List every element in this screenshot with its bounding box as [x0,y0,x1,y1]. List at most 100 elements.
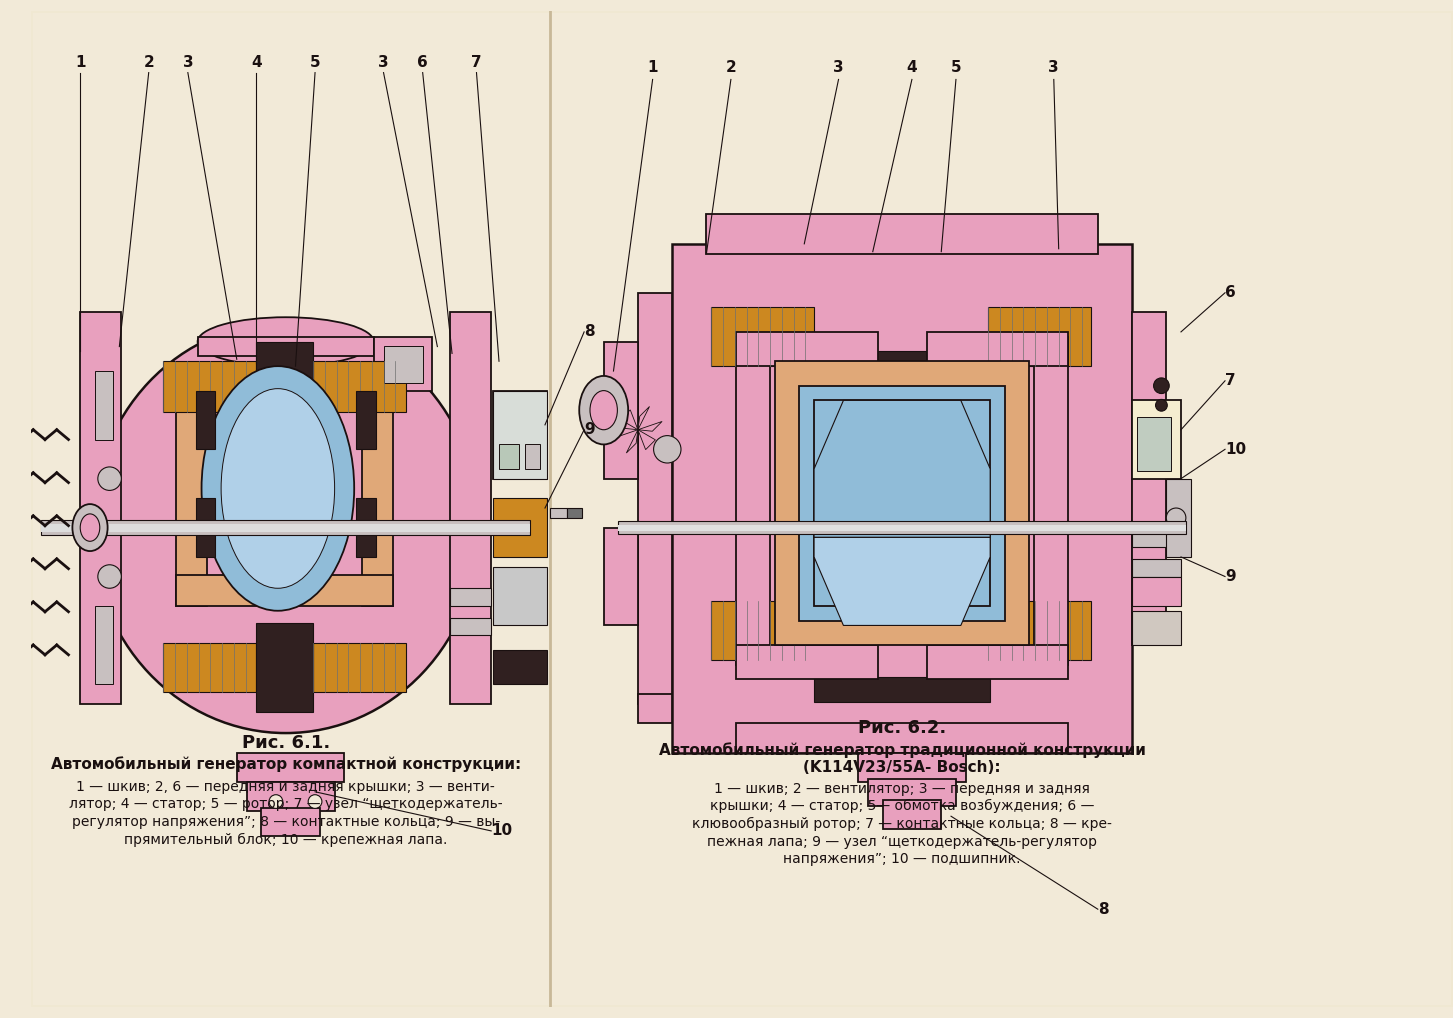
Bar [163,643,256,692]
Bar [450,618,491,635]
Text: 1: 1 [648,60,658,75]
Text: 7: 7 [1225,374,1235,388]
Bar [799,386,1005,621]
Text: Автомобильный генератор традиционной конструкции: Автомобильный генератор традиционной кон… [658,742,1145,757]
Bar [619,521,1186,534]
Bar [867,779,956,806]
Ellipse shape [198,318,373,366]
Bar [450,588,491,606]
Bar [712,307,814,366]
Text: 7: 7 [471,55,482,70]
Bar [712,601,814,660]
Text: (K114V23/55A- Bosch):: (K114V23/55A- Bosch): [804,759,1001,775]
Bar [1035,337,1068,665]
Bar [859,752,966,782]
Bar [603,527,638,625]
Bar [247,782,334,811]
Bar [526,445,541,469]
Bar [1132,611,1181,645]
Text: 9: 9 [584,422,594,438]
Bar [493,567,546,625]
Bar [927,645,1068,679]
Bar [549,11,1453,1007]
Bar [927,332,1068,366]
Bar [552,13,1452,1005]
Bar [735,337,770,665]
Text: 6: 6 [417,55,429,70]
Polygon shape [626,430,638,453]
Bar [882,799,942,829]
Bar [774,361,1029,645]
Polygon shape [638,421,663,432]
Text: клювообразный ротор; 7 — контактные кольца; 8 — кре-: клювообразный ротор; 7 — контактные коль… [692,817,1112,831]
Bar [176,574,394,606]
Text: 4: 4 [907,60,917,75]
Bar [619,524,1186,530]
Text: 3: 3 [833,60,844,75]
Bar [94,371,112,440]
Bar [988,601,1091,660]
Bar [706,215,1098,253]
Text: напряжения”; 10 — подшипник.: напряжения”; 10 — подшипник. [783,852,1021,866]
Text: 1 — шкив; 2 — вентилятор; 3 — передняя и задняя: 1 — шкив; 2 — вентилятор; 3 — передняя и… [715,782,1090,796]
Bar [673,244,1132,752]
Bar [94,606,112,684]
Bar [735,645,878,679]
Bar [603,342,638,478]
Bar [988,307,1091,366]
Bar [638,293,673,703]
Text: 5: 5 [309,55,320,70]
Bar [312,361,405,412]
Bar [493,391,546,478]
Circle shape [269,795,283,808]
Bar [176,381,208,606]
Bar [198,337,373,356]
Bar [256,623,312,712]
Ellipse shape [221,389,334,588]
Bar [493,649,546,684]
Text: 1 — шкив; 2, 6 — передняя и задняя крышки; 3 — венти-: 1 — шкив; 2, 6 — передняя и задняя крышк… [77,780,495,794]
Text: 10: 10 [491,824,513,839]
Bar [498,445,519,469]
Circle shape [1167,508,1186,527]
Bar [493,391,546,478]
Text: регулятор напряжения”; 8 — контактные кольца; 9 — вы-: регулятор напряжения”; 8 — контактные ко… [71,815,500,829]
Bar [450,313,491,703]
Bar [814,677,989,701]
Text: 3: 3 [378,55,389,70]
Bar [41,523,530,531]
Ellipse shape [92,322,479,733]
Bar [33,13,549,1005]
Bar [568,508,583,518]
Circle shape [97,565,121,588]
Text: 4: 4 [251,55,262,70]
Bar [1132,400,1181,478]
Bar [80,313,121,703]
Text: 6: 6 [1225,285,1235,300]
Bar [735,723,1068,752]
Polygon shape [613,429,638,438]
Ellipse shape [80,514,100,542]
Bar [384,345,423,383]
Bar [373,337,433,391]
Bar [362,381,394,606]
Text: 1: 1 [76,55,86,70]
Circle shape [1155,399,1167,411]
Ellipse shape [590,391,618,430]
Bar [735,332,878,366]
Bar [638,694,673,723]
Bar [356,391,376,449]
Bar [32,11,549,1007]
Bar [1132,559,1181,576]
Bar [1132,313,1167,645]
Text: 5: 5 [950,60,962,75]
Bar [262,808,320,836]
Bar [256,342,312,430]
Polygon shape [814,538,989,625]
Text: Рис. 6.2.: Рис. 6.2. [859,719,946,737]
Text: 9: 9 [1225,569,1235,584]
Text: 3: 3 [1049,60,1059,75]
Text: прямительный блок; 10 — крепежная лапа.: прямительный блок; 10 — крепежная лапа. [124,833,448,847]
Text: крышки; 4 — статор; 5— обмотка возбуждения; 6 —: крышки; 4 — статор; 5— обмотка возбужден… [711,799,1094,813]
Circle shape [1154,378,1170,394]
